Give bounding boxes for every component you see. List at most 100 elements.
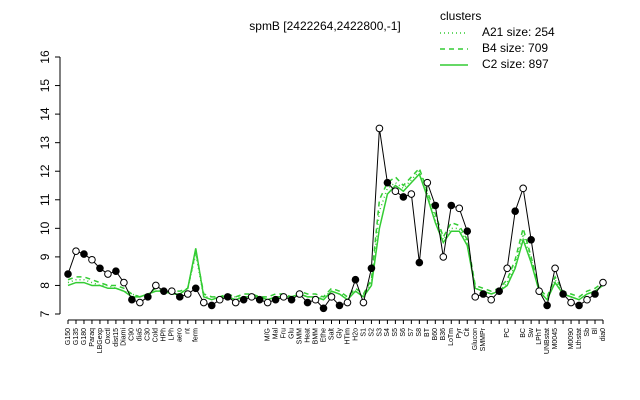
x-tick-label: Pyr	[456, 327, 463, 338]
point	[279, 293, 288, 301]
point	[431, 201, 440, 210]
x-tick-label: BT	[424, 327, 431, 337]
point	[495, 287, 503, 295]
x-tick-label: dia5	[137, 328, 144, 341]
legend-title: clusters	[440, 9, 481, 23]
x-tick-label: Glu	[288, 328, 295, 339]
x-tick-label: B36	[440, 328, 447, 341]
x-tick-label: S8	[416, 328, 423, 337]
x-tick-label: HTim	[344, 328, 351, 345]
x-tick-label: ferm	[193, 328, 200, 342]
point	[359, 298, 368, 307]
point	[447, 201, 456, 210]
x-tick-label: LoTm	[448, 328, 455, 346]
point	[559, 290, 567, 298]
point	[407, 190, 416, 198]
x-tick-label: M0045	[552, 328, 559, 350]
point	[199, 298, 208, 307]
y-tick-label: 14	[38, 107, 52, 121]
point	[335, 301, 344, 310]
y-tick-label: 10	[38, 221, 52, 235]
x-tick-label: BMM	[312, 328, 319, 345]
point	[567, 298, 575, 307]
point	[463, 227, 472, 235]
x-tick-label: C90	[129, 328, 136, 341]
point	[255, 295, 264, 304]
point	[136, 298, 144, 307]
point	[112, 267, 120, 275]
point	[527, 235, 535, 244]
x-tick-label: Heat	[304, 328, 311, 343]
point	[575, 301, 583, 310]
y-tick-label: 15	[38, 79, 52, 93]
point	[471, 293, 480, 301]
point	[128, 295, 136, 304]
series-line	[67, 166, 604, 299]
y-tick-label: 16	[38, 50, 52, 64]
point	[303, 298, 312, 307]
point	[599, 278, 607, 287]
x-tick-label: SMMPr	[480, 327, 487, 351]
point	[287, 295, 296, 304]
point	[120, 278, 128, 287]
point	[207, 301, 216, 310]
point	[519, 184, 527, 193]
point	[591, 290, 599, 298]
point	[391, 187, 400, 196]
point	[535, 287, 543, 295]
x-tick-label: Lthstat	[576, 328, 583, 349]
point	[311, 295, 320, 304]
point	[319, 304, 328, 313]
x-tick-label: S3	[376, 328, 383, 337]
point	[239, 295, 248, 304]
point	[399, 193, 408, 201]
point	[375, 124, 384, 133]
y-tick-label: 11	[38, 193, 52, 206]
point	[152, 281, 160, 290]
x-tick-label: Cold	[153, 328, 160, 343]
x-tick-label: Salt	[328, 328, 335, 340]
point	[511, 207, 519, 215]
point	[183, 290, 192, 298]
x-tick-label: B60	[432, 328, 439, 341]
point	[583, 295, 591, 304]
y-tick-label: 8	[38, 282, 52, 289]
x-tick-label: S6	[400, 328, 407, 337]
series-line	[67, 172, 604, 302]
point	[295, 290, 304, 298]
x-tick-label: BC	[520, 328, 527, 338]
point	[423, 178, 432, 187]
point	[160, 287, 168, 295]
legend-label: A21 size: 254	[482, 25, 555, 39]
x-tick-label: Bl	[592, 328, 599, 335]
x-tick-label: aero	[177, 328, 184, 342]
legend-label: C2 size: 897	[482, 57, 549, 71]
y-tick-label: 7	[38, 310, 52, 317]
x-tick-label: G150	[65, 328, 72, 345]
point	[223, 293, 232, 301]
point	[191, 284, 200, 293]
x-tick-label: Fru	[280, 328, 287, 339]
x-tick-label: dia0	[600, 328, 607, 341]
point	[215, 295, 224, 304]
x-tick-label: dist15	[113, 328, 120, 347]
point	[64, 270, 72, 278]
legend-label: B4 size: 709	[482, 41, 548, 55]
x-tick-label: Mal	[272, 328, 279, 340]
x-tick-label: LPhT	[536, 327, 543, 344]
x-tick-label: G180	[81, 328, 88, 345]
point	[543, 301, 551, 310]
point	[327, 293, 336, 301]
x-tick-label: Diami	[121, 328, 128, 346]
x-tick-label: H2o	[352, 328, 359, 341]
point	[551, 264, 559, 273]
point	[96, 264, 104, 273]
x-tick-label: HPh	[161, 328, 168, 342]
points-line	[67, 128, 604, 310]
x-tick-label: C30	[145, 328, 152, 341]
y-tick-label: 12	[38, 164, 52, 178]
x-tick-label: S4	[384, 328, 391, 337]
point	[72, 247, 80, 255]
x-tick-label: SMM	[296, 328, 303, 345]
